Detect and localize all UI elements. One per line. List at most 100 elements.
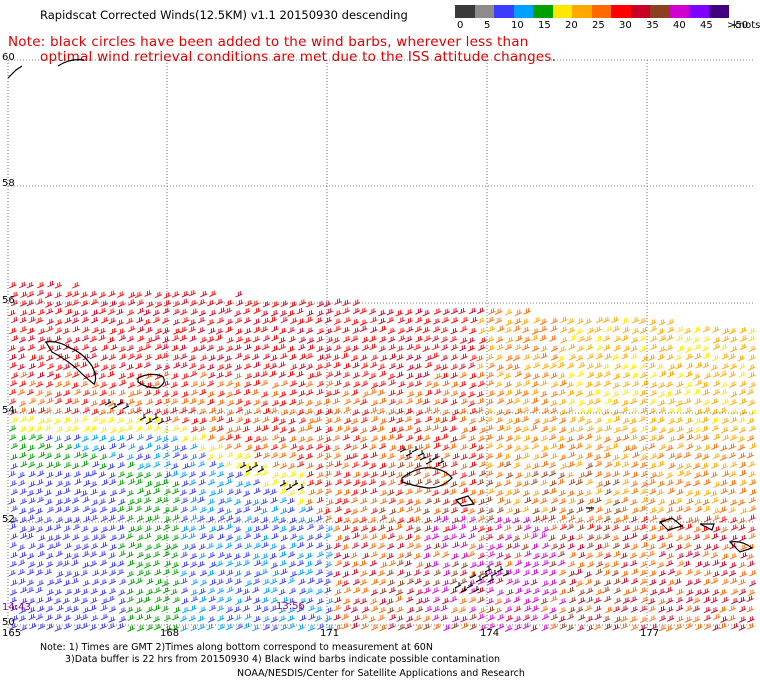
wind-barb bbox=[279, 559, 287, 567]
wind-barb bbox=[676, 425, 684, 433]
wind-barb bbox=[181, 598, 189, 605]
wind-barb bbox=[334, 460, 342, 468]
wind-barb bbox=[513, 462, 521, 469]
wind-barb bbox=[514, 381, 523, 388]
wind-barb bbox=[306, 462, 314, 469]
wind-barb bbox=[180, 625, 188, 632]
wind-barb bbox=[197, 363, 206, 371]
wind-barb bbox=[459, 371, 468, 379]
wind-barb bbox=[405, 488, 413, 495]
wind-barb bbox=[287, 551, 296, 558]
wind-barb bbox=[631, 372, 639, 380]
wind-barb bbox=[224, 552, 232, 560]
wind-barb bbox=[730, 416, 738, 424]
wind-barb bbox=[486, 336, 495, 343]
wind-barb bbox=[163, 292, 171, 299]
wind-barb bbox=[235, 398, 243, 405]
wind-barb bbox=[613, 587, 622, 594]
wind-barb bbox=[442, 526, 451, 533]
wind-barb bbox=[659, 542, 667, 549]
wind-barb bbox=[217, 623, 225, 631]
wind-barb bbox=[90, 488, 98, 496]
wind-barb bbox=[45, 308, 54, 315]
wind-barb bbox=[683, 560, 691, 568]
wind-barb bbox=[641, 355, 649, 362]
wind-barb bbox=[640, 425, 648, 432]
wind-barb bbox=[532, 353, 540, 361]
wind-barb bbox=[515, 335, 523, 342]
wind-barb bbox=[226, 515, 234, 522]
wind-barb bbox=[190, 389, 198, 396]
wind-barb bbox=[361, 471, 370, 478]
wind-barb bbox=[406, 578, 415, 585]
wind-barb bbox=[216, 488, 224, 495]
wind-barb bbox=[280, 507, 288, 515]
wind-barb bbox=[108, 317, 116, 325]
wind-barb bbox=[566, 613, 575, 620]
wind-barb bbox=[288, 336, 296, 343]
wind-barb bbox=[287, 346, 295, 353]
wind-barb bbox=[441, 507, 450, 515]
wind-barb bbox=[305, 436, 314, 443]
wind-barb bbox=[505, 354, 513, 362]
wind-barb bbox=[369, 526, 377, 533]
wind-barb bbox=[675, 534, 684, 542]
wind-barb bbox=[288, 408, 297, 416]
wind-barb bbox=[433, 417, 441, 424]
wind-barb bbox=[559, 409, 567, 416]
colorbar-swatch bbox=[591, 5, 611, 18]
wind-barb bbox=[658, 498, 666, 506]
wind-barb bbox=[362, 344, 370, 351]
wind-barb bbox=[613, 426, 622, 434]
wind-barb bbox=[287, 497, 295, 505]
wind-barb bbox=[260, 326, 268, 333]
wind-barb bbox=[224, 508, 232, 515]
wind-barb bbox=[306, 310, 314, 317]
wind-barb bbox=[117, 560, 125, 567]
wind-barb bbox=[233, 434, 241, 441]
wind-barb bbox=[35, 488, 43, 495]
wind-barb bbox=[316, 452, 324, 459]
wind-barb bbox=[558, 559, 566, 567]
wind-barb bbox=[603, 524, 611, 532]
wind-barb bbox=[352, 615, 360, 622]
wind-barb bbox=[54, 282, 62, 289]
wind-barb bbox=[80, 569, 89, 577]
wind-barb bbox=[702, 588, 710, 595]
wind-barb bbox=[587, 371, 595, 379]
wind-barb bbox=[630, 480, 639, 488]
wind-barb bbox=[497, 325, 505, 333]
wind-barb bbox=[145, 516, 153, 523]
wind-barb bbox=[108, 290, 116, 297]
wind-barb bbox=[674, 354, 682, 361]
wind-barb bbox=[746, 553, 754, 560]
wind-barb bbox=[614, 597, 622, 604]
wind-barb bbox=[623, 445, 631, 452]
wind-barb bbox=[443, 569, 451, 577]
wind-barb bbox=[305, 587, 314, 595]
wind-barb bbox=[63, 363, 71, 370]
wind-barb bbox=[18, 353, 26, 360]
lat-label-60: 60 bbox=[2, 52, 15, 63]
wind-barb bbox=[63, 461, 72, 469]
wind-barb bbox=[209, 526, 217, 533]
wind-barb bbox=[81, 335, 90, 342]
wind-barb bbox=[712, 559, 720, 567]
wind-barb bbox=[108, 606, 117, 613]
wind-barb bbox=[269, 488, 277, 496]
wind-barb bbox=[450, 354, 458, 361]
wind-barb bbox=[126, 588, 134, 595]
wind-barb bbox=[289, 571, 298, 578]
wind-barb bbox=[676, 372, 685, 379]
wind-barb bbox=[575, 460, 583, 468]
wind-barb bbox=[217, 507, 225, 514]
wind-barb bbox=[325, 551, 334, 558]
wind-barb bbox=[99, 506, 108, 513]
lat-label-58: 58 bbox=[2, 178, 15, 189]
wind-barb bbox=[450, 363, 459, 371]
wind-barb bbox=[189, 362, 197, 370]
wind-barb bbox=[272, 471, 280, 479]
wind-barb bbox=[575, 606, 584, 613]
wind-barb bbox=[703, 596, 711, 604]
wind-barb bbox=[153, 424, 162, 432]
